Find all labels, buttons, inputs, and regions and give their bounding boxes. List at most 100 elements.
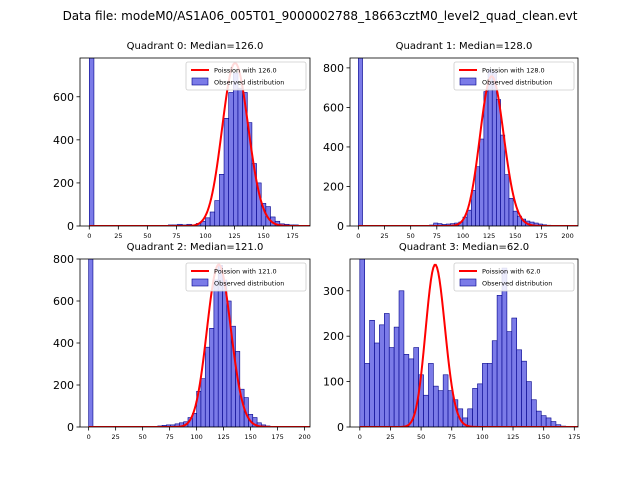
bar-1-10 [466, 209, 472, 226]
poisson-curve-0 [89, 62, 310, 226]
bar-3-3 [374, 342, 380, 427]
legend-line-label: Poission with 121.0 [214, 268, 277, 276]
bar-1-21 [512, 210, 518, 226]
bar-1-16 [491, 71, 497, 226]
y-tick-label-1-3: 600 [323, 101, 344, 114]
x-tick-label-0-1: 25 [114, 232, 122, 240]
bar-3-36 [536, 410, 542, 427]
bar-2-16 [222, 279, 228, 427]
bar-3-39 [550, 421, 557, 427]
legend-2: Poission with 121.0 Observed distribution [185, 262, 307, 292]
x-tick-label-2-5: 125 [217, 433, 229, 441]
legend-bar-label: Observed distribution [214, 280, 284, 288]
x-tick-label-0-5: 125 [228, 232, 240, 240]
bar-3-18 [447, 390, 454, 427]
x-tick-label-2-2: 50 [138, 433, 146, 441]
y-tick-label-2-0: 0 [67, 421, 74, 434]
chart-title-3: Quadrant 3: Median=62.0 [399, 242, 529, 253]
bar-3-24 [477, 383, 483, 427]
x-tick-label-2-3: 75 [165, 433, 173, 441]
legend-bar-swatch [191, 77, 209, 86]
bar-0-11 [214, 200, 220, 226]
bar-3-14 [428, 363, 434, 427]
y-tick-label-1-0: 0 [337, 220, 344, 233]
x-tick-label-0-3: 75 [172, 232, 180, 240]
bar-3-5 [384, 313, 390, 427]
y-tick-label-1-4: 800 [323, 62, 344, 75]
bar-1-18 [500, 134, 506, 226]
bar-3-17 [442, 374, 449, 427]
plot-area [88, 58, 310, 226]
axes-frame-0 [79, 57, 311, 227]
bar-3-13 [423, 394, 429, 427]
legend-box [453, 61, 575, 91]
x-tick-label-3-7: 175 [568, 433, 580, 441]
legend-bar-label: Observed distribution [482, 79, 552, 87]
bar-3-22 [467, 408, 473, 427]
bar-3-37 [540, 415, 547, 427]
bar-3-32 [516, 349, 522, 427]
bar-0-15 [233, 72, 239, 226]
y-tick-label-2-3: 600 [53, 295, 74, 308]
axes-frame-1 [349, 57, 579, 227]
bar-3-26 [486, 363, 493, 427]
bar-3-25 [482, 363, 488, 427]
x-tick-label-0-7: 175 [286, 232, 298, 240]
bar-0-16 [237, 87, 243, 226]
bar-3-38 [545, 417, 552, 427]
x-tick-label-3-1: 25 [386, 433, 394, 441]
y-tick-label-0-2: 400 [53, 134, 74, 147]
legend-1: Poission with 128.0 Observed distribution [453, 61, 575, 91]
bar-3-31 [511, 317, 518, 427]
bar-2-0 [88, 259, 94, 427]
x-tick-label-3-4: 100 [476, 433, 488, 441]
bar-0-13 [223, 118, 229, 226]
y-tick-label-3-0: 0 [337, 421, 344, 434]
legend-box [453, 262, 575, 292]
legend-line-label: Poission with 128.0 [482, 67, 545, 75]
bar-3-6 [388, 347, 395, 427]
plot-area [359, 259, 578, 427]
bar-3-34 [526, 381, 532, 427]
bar-3-8 [398, 290, 405, 427]
x-tick-label-0-2: 50 [143, 232, 151, 240]
bar-1-15 [487, 69, 493, 226]
x-tick-label-2-7: 175 [271, 433, 283, 441]
y-tick-label-0-0: 0 [67, 220, 74, 233]
poisson-curve-1 [358, 75, 578, 226]
bar-2-12 [204, 346, 210, 427]
y-tick-label-3-3: 300 [323, 285, 344, 298]
bar-1-12 [475, 166, 480, 226]
legend-line-label: Poission with 62.0 [482, 268, 541, 276]
bar-1-14 [483, 91, 489, 226]
x-tick-label-1-0: 0 [356, 232, 360, 240]
x-tick-label-1-7: 175 [535, 232, 547, 240]
x-tick-label-0-0: 0 [87, 232, 91, 240]
bar-0-14 [228, 92, 234, 226]
bar-3-9 [403, 354, 410, 427]
bar-3-2 [369, 319, 375, 427]
legend-bar-swatch [191, 278, 209, 287]
bar-3-28 [496, 295, 503, 427]
x-tick-label-1-2: 50 [407, 232, 415, 240]
bar-3-16 [437, 390, 444, 427]
chart-quadrant-2: 0 25 50 75 100 125 150 175 200 0 200 400 600 800 Quadr… [53, 242, 311, 441]
bar-1-17 [496, 99, 501, 226]
x-tick-label-0-4: 100 [199, 232, 211, 240]
y-tick-label-2-1: 200 [53, 379, 74, 392]
bar-3-1 [364, 363, 370, 427]
bar-3-15 [433, 385, 439, 427]
chart-title-1: Quadrant 1: Median=128.0 [396, 41, 533, 52]
bar-0-9 [205, 217, 211, 226]
bar-3-30 [506, 331, 513, 427]
bar-0-0 [88, 58, 95, 226]
chart-quadrant-0: 0 25 50 75 100 125 150 175 0 200 400 600 Quadrant 0:… [53, 41, 311, 240]
x-tick-label-3-5: 125 [507, 433, 519, 441]
x-tick-label-3-0: 0 [358, 433, 362, 441]
x-tick-label-1-3: 75 [433, 232, 441, 240]
chart-title-0: Quadrant 0: Median=126.0 [127, 41, 264, 52]
x-tick-label-2-1: 25 [111, 433, 119, 441]
axes-frame-3 [349, 258, 579, 428]
y-tick-label-1-2: 400 [323, 141, 344, 154]
x-tick-label-3-2: 50 [417, 433, 425, 441]
